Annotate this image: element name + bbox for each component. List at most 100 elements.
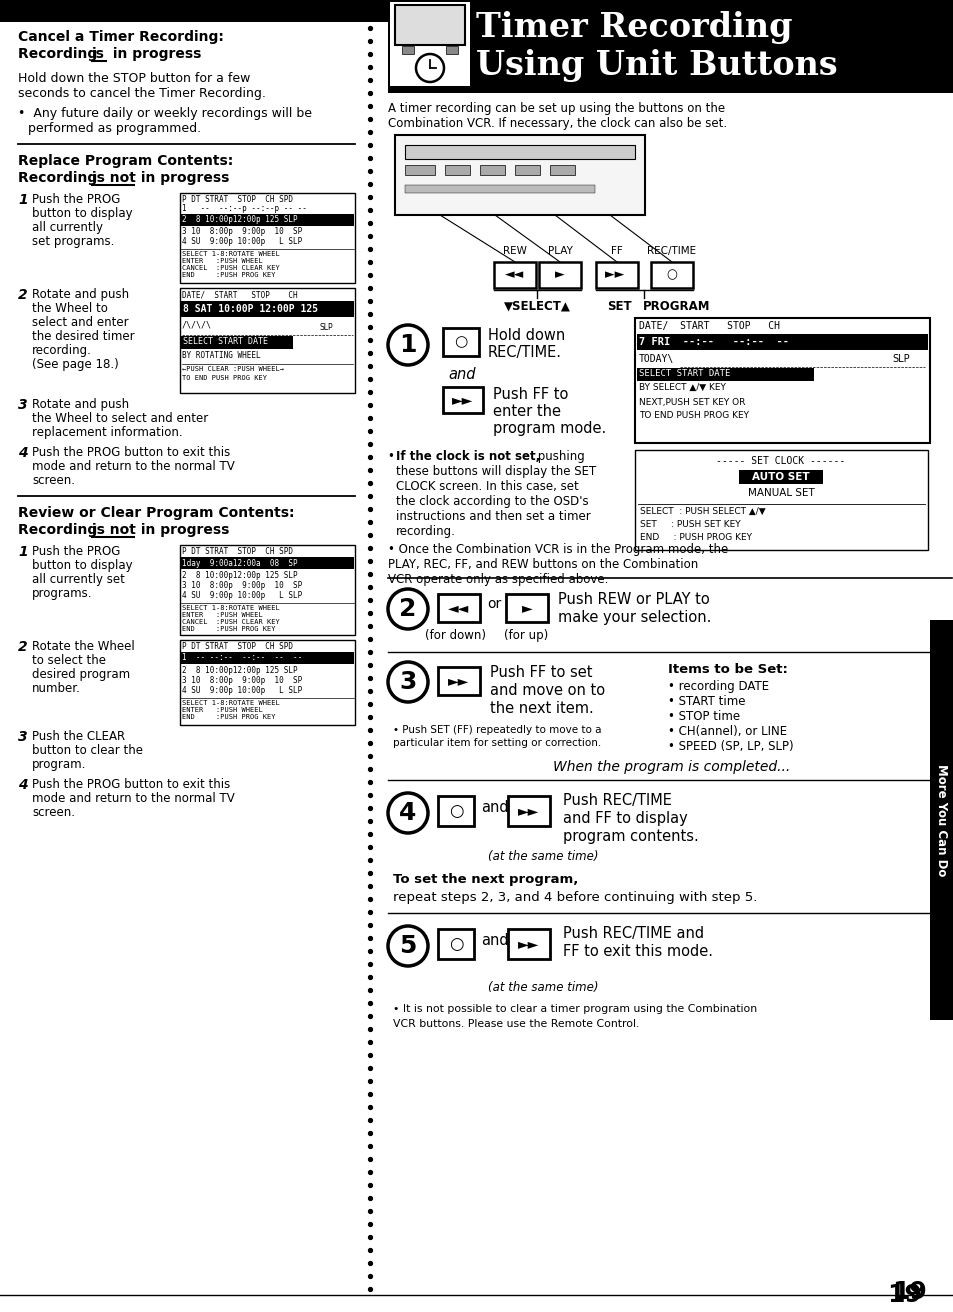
Text: number.: number. bbox=[32, 682, 81, 695]
Text: in progress: in progress bbox=[136, 171, 229, 185]
Text: AUTO SET: AUTO SET bbox=[751, 472, 809, 482]
Text: screen.: screen. bbox=[32, 474, 75, 487]
Bar bbox=[929, 621, 953, 1019]
Text: A timer recording can be set up using the buttons on the: A timer recording can be set up using th… bbox=[388, 102, 724, 115]
Text: • CH(annel), or LINE: • CH(annel), or LINE bbox=[667, 726, 786, 737]
Text: enter the: enter the bbox=[493, 404, 560, 419]
Text: Timer Recording: Timer Recording bbox=[476, 12, 792, 45]
Text: VCR operate only as specified above.: VCR operate only as specified above. bbox=[388, 573, 608, 586]
Bar bbox=[515, 165, 539, 174]
Text: and: and bbox=[480, 933, 508, 949]
Text: select and enter: select and enter bbox=[32, 316, 129, 329]
Text: • It is not possible to clear a timer program using the Combination: • It is not possible to clear a timer pr… bbox=[393, 1004, 757, 1014]
Text: To set the next program,: To set the next program, bbox=[393, 872, 578, 886]
Text: • START time: • START time bbox=[667, 695, 744, 708]
Text: the desired timer: the desired timer bbox=[32, 331, 134, 342]
Bar bbox=[0, 0, 953, 22]
Text: BY ROTATING WHEEL: BY ROTATING WHEEL bbox=[182, 352, 260, 359]
Text: and FF to display: and FF to display bbox=[562, 811, 687, 827]
Text: ►: ► bbox=[521, 601, 532, 615]
Text: Push the PROG: Push the PROG bbox=[32, 193, 120, 206]
Text: 4 SU  9:00p 10:00p   L SLP: 4 SU 9:00p 10:00p L SLP bbox=[182, 686, 302, 695]
Text: Rotate and push: Rotate and push bbox=[32, 398, 129, 411]
Text: ←PUSH CLEAR :PUSH WHEEL→: ←PUSH CLEAR :PUSH WHEEL→ bbox=[182, 366, 284, 373]
Text: Combination VCR. If necessary, the clock can also be set.: Combination VCR. If necessary, the clock… bbox=[388, 117, 726, 130]
Text: SELECT START DATE: SELECT START DATE bbox=[639, 370, 730, 378]
Text: 3: 3 bbox=[18, 729, 28, 744]
Text: Rotate and push: Rotate and push bbox=[32, 289, 129, 300]
Text: make your selection.: make your selection. bbox=[558, 610, 711, 625]
Text: set programs.: set programs. bbox=[32, 235, 114, 248]
Bar bbox=[479, 165, 504, 174]
Text: 2  8 10:00p12:00p 125 SLP: 2 8 10:00p12:00p 125 SLP bbox=[182, 666, 297, 674]
Bar bbox=[395, 5, 464, 45]
Text: 4: 4 bbox=[18, 778, 28, 792]
Text: all currently set: all currently set bbox=[32, 573, 125, 586]
Text: ►►: ►► bbox=[517, 804, 539, 817]
Text: (for down): (for down) bbox=[425, 628, 486, 642]
Bar bbox=[505, 594, 547, 622]
Text: P DT STRAT  STOP  CH SPD: P DT STRAT STOP CH SPD bbox=[182, 547, 293, 556]
Text: FF to exit this mode.: FF to exit this mode. bbox=[562, 945, 712, 959]
Text: FF: FF bbox=[611, 247, 622, 256]
Text: P DT STRAT  STOP  CH SPD: P DT STRAT STOP CH SPD bbox=[182, 195, 293, 203]
Text: ENTER   :PUSH WHEEL: ENTER :PUSH WHEEL bbox=[182, 258, 262, 264]
Bar bbox=[637, 335, 927, 350]
Text: Replace Program Contents:: Replace Program Contents: bbox=[18, 154, 233, 168]
Text: button to clear the: button to clear the bbox=[32, 744, 143, 757]
Text: ◄◄: ◄◄ bbox=[448, 601, 469, 615]
Text: 5: 5 bbox=[399, 934, 416, 958]
Bar bbox=[635, 450, 927, 550]
Text: ENTER   :PUSH WHEEL: ENTER :PUSH WHEEL bbox=[182, 611, 262, 618]
Text: Push the PROG button to exit this: Push the PROG button to exit this bbox=[32, 446, 230, 459]
Text: •  Any future daily or weekly recordings will be: • Any future daily or weekly recordings … bbox=[18, 108, 312, 119]
Bar bbox=[388, 0, 953, 88]
Text: 3: 3 bbox=[18, 398, 28, 412]
Text: NEXT,PUSH SET KEY OR: NEXT,PUSH SET KEY OR bbox=[639, 398, 744, 407]
Circle shape bbox=[388, 589, 428, 628]
Text: END     :PUSH PROG KEY: END :PUSH PROG KEY bbox=[182, 626, 275, 632]
Text: 2  8 10:00p12:00p 125 SLP: 2 8 10:00p12:00p 125 SLP bbox=[182, 571, 297, 580]
Text: recording.: recording. bbox=[32, 344, 91, 357]
Text: Push REC/TIME: Push REC/TIME bbox=[562, 792, 671, 808]
Circle shape bbox=[388, 325, 428, 365]
Text: the Wheel to select and enter: the Wheel to select and enter bbox=[32, 412, 208, 425]
Bar bbox=[181, 300, 354, 318]
Bar bbox=[180, 289, 355, 394]
Bar bbox=[388, 88, 953, 93]
Text: TO END PUSH PROG KEY: TO END PUSH PROG KEY bbox=[639, 411, 748, 420]
Text: END     : PUSH PROG KEY: END : PUSH PROG KEY bbox=[639, 533, 751, 542]
Text: TO END PUSH PROG KEY: TO END PUSH PROG KEY bbox=[182, 375, 267, 380]
Circle shape bbox=[416, 54, 443, 81]
Bar bbox=[437, 929, 474, 959]
Text: ▼SELECT▲: ▼SELECT▲ bbox=[503, 300, 570, 314]
Text: SELECT 1-8:ROTATE WHEEL: SELECT 1-8:ROTATE WHEEL bbox=[182, 701, 279, 706]
Text: or: or bbox=[486, 597, 500, 611]
Bar bbox=[180, 193, 355, 283]
Text: 7 FRI  --:--   --:--  --: 7 FRI --:-- --:-- -- bbox=[639, 337, 788, 346]
Text: ○: ○ bbox=[454, 335, 467, 349]
Text: and: and bbox=[480, 800, 508, 815]
Text: 4 SU  9:00p 10:00p   L SLP: 4 SU 9:00p 10:00p L SLP bbox=[182, 237, 302, 247]
Text: ►►: ►► bbox=[452, 394, 473, 407]
Text: • SPEED (SP, LP, SLP): • SPEED (SP, LP, SLP) bbox=[667, 740, 793, 753]
Text: ►: ► bbox=[555, 269, 564, 282]
Bar bbox=[437, 796, 474, 827]
Text: 1day  9:00a12:00a  08  SP: 1day 9:00a12:00a 08 SP bbox=[182, 559, 297, 568]
Text: these buttons will display the SET: these buttons will display the SET bbox=[395, 464, 596, 478]
Text: SET: SET bbox=[606, 300, 631, 314]
Text: the Wheel to: the Wheel to bbox=[32, 302, 108, 315]
Text: • recording DATE: • recording DATE bbox=[667, 680, 768, 693]
Text: •: • bbox=[388, 450, 398, 463]
Text: Rotate the Wheel: Rotate the Wheel bbox=[32, 640, 134, 653]
Text: 3 10  8:00p  9:00p  10  SP: 3 10 8:00p 9:00p 10 SP bbox=[182, 581, 302, 590]
Text: Cancel a Timer Recording:: Cancel a Timer Recording: bbox=[18, 30, 224, 45]
Text: and move on to: and move on to bbox=[490, 684, 604, 698]
Bar bbox=[395, 135, 644, 215]
Text: mode and return to the normal TV: mode and return to the normal TV bbox=[32, 792, 234, 806]
Bar bbox=[550, 165, 575, 174]
Bar bbox=[442, 328, 478, 356]
Text: Push REW or PLAY to: Push REW or PLAY to bbox=[558, 592, 709, 607]
Text: mode and return to the normal TV: mode and return to the normal TV bbox=[32, 461, 234, 474]
Bar bbox=[181, 336, 293, 349]
